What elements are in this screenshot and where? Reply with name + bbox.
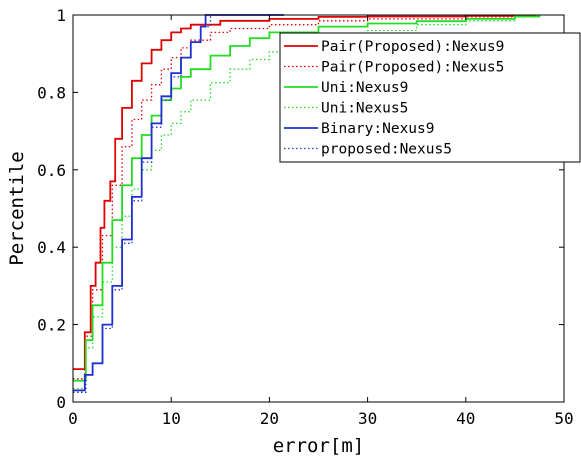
y-tick-label: 0.6: [37, 161, 66, 180]
y-tick-label: 0.4: [37, 238, 66, 257]
x-axis-label: error[m]: [273, 435, 365, 457]
legend-label-2: Uni:Nexus9: [321, 80, 408, 96]
ticks-layer: 0 10 20 30 40 50 0 0.2 0.4 0.6 0.8 1: [37, 6, 574, 428]
series-layer: [73, 14, 541, 393]
legend: Pair(Proposed):Nexus9 Pair(Proposed):Nexu…: [279, 32, 581, 163]
y-tick-label: 0: [56, 393, 66, 412]
legend-label-1: Pair(Proposed):Nexus5: [321, 60, 504, 76]
legend-box: [279, 32, 581, 163]
y-axis-label: Percentile: [6, 151, 28, 265]
x-tick-label: 30: [358, 409, 377, 428]
y-tick-label: 0.2: [37, 316, 66, 335]
y-tick-label: 1: [56, 6, 66, 25]
x-tick-label: 0: [68, 409, 78, 428]
series-line-0: [73, 14, 536, 370]
x-tick-label: 40: [456, 409, 475, 428]
plot-frame: [72, 14, 565, 403]
x-tick-label: 50: [554, 409, 573, 428]
series-line-3: [73, 15, 541, 390]
legend-label-4: Binary:Nexus9: [321, 121, 435, 137]
legend-label-0: Pair(Proposed):Nexus9: [321, 39, 504, 55]
y-tick-label: 0.8: [37, 83, 66, 102]
legend-label-3: Uni:Nexus5: [321, 101, 408, 117]
x-tick-label: 20: [260, 409, 279, 428]
x-tick-label: 10: [162, 409, 181, 428]
legend-label-5: proposed:Nexus5: [321, 142, 452, 158]
series-line-2: [73, 15, 541, 382]
